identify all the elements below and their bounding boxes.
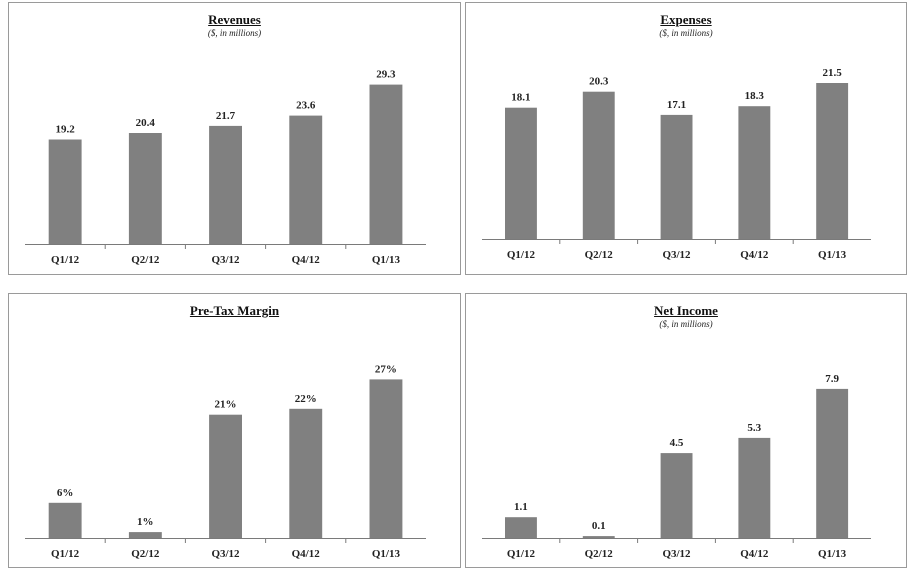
data-label: 19.2 [55, 124, 75, 136]
x-tick-label: Q1/13 [818, 249, 847, 261]
bar-q1-13 [816, 83, 849, 239]
chart-title: Net Income [654, 303, 718, 318]
x-tick-label: Q1/13 [372, 254, 401, 266]
x-tick-label: Q4/12 [292, 548, 321, 560]
data-label: 18.3 [745, 90, 765, 102]
bar-q1-12 [505, 517, 537, 538]
bar-q3-12 [660, 453, 693, 538]
data-label: 20.4 [136, 117, 156, 129]
x-tick-label: Q2/12 [131, 254, 160, 266]
x-tick-label: Q1/13 [372, 548, 401, 560]
data-label: 20.3 [589, 76, 609, 88]
x-tick-label: Q1/12 [507, 249, 536, 261]
chart-subtitle: ($, in millions) [659, 319, 713, 329]
x-tick-label: Q1/13 [818, 548, 847, 560]
pretax-margin-chart-panel: Pre-Tax Margin 6% Q1/12 1% Q2/12 21% Q3/12 22%… [8, 293, 461, 568]
chart-title: Revenues [208, 12, 261, 27]
x-tick-label: Q2/12 [585, 249, 614, 261]
data-label: 1% [137, 516, 154, 528]
revenues-plot: 19.2 Q1/12 20.4 Q2/12 21.7 Q3/12 23.6 Q4/12 29.3… [25, 69, 426, 266]
expenses-chart-panel: Expenses ($, in millions) 18.1 Q1/12 20.3 Q… [465, 2, 907, 275]
data-label: 27% [375, 363, 397, 375]
net-income-chart-panel: Net Income ($, in millions) 1.1 Q1/12 0.1 Q… [465, 293, 907, 568]
data-label: 6% [57, 487, 74, 499]
bar-q2-12 [582, 536, 615, 538]
data-label: 21.5 [822, 67, 842, 79]
data-label: 17.1 [667, 99, 686, 111]
chart-subtitle: ($, in millions) [207, 28, 262, 38]
x-tick-label: Q2/12 [131, 548, 160, 560]
bar-q3-12 [660, 114, 693, 239]
x-tick-label: Q3/12 [211, 548, 240, 560]
bar-q2-12 [128, 133, 162, 244]
chart-subtitle: ($, in millions) [659, 28, 713, 38]
x-tick-label: Q3/12 [211, 254, 240, 266]
data-label: 1.1 [514, 501, 528, 513]
data-label: 22% [295, 393, 317, 405]
bar-q1-12 [505, 107, 537, 239]
bar-q4-12 [738, 106, 771, 239]
bar-q3-12 [209, 414, 242, 538]
x-tick-label: Q1/12 [507, 548, 536, 560]
data-label: 21% [215, 399, 237, 411]
x-tick-label: Q4/12 [292, 254, 321, 266]
bar-q4-12 [738, 437, 771, 538]
data-label: 18.1 [511, 92, 530, 104]
revenues-chart-panel: Revenues ($, in millions) 19.2 Q1/12 20.4 Q… [8, 2, 461, 275]
x-tick-label: Q2/12 [585, 548, 614, 560]
data-label: 23.6 [296, 100, 316, 112]
bar-q2-12 [128, 532, 162, 538]
bar-q2-12 [582, 91, 615, 239]
x-tick-label: Q3/12 [662, 548, 691, 560]
chart-title: Pre-Tax Margin [189, 303, 280, 318]
x-tick-label: Q1/12 [51, 254, 80, 266]
data-label: 29.3 [376, 69, 396, 81]
bar-q1-13 [369, 84, 403, 244]
bar-q3-12 [209, 125, 242, 244]
bar-q1-12 [48, 139, 82, 244]
net-income-plot: 1.1 Q1/12 0.1 Q2/12 4.5 Q3/12 5.3 Q4/12 7.9 Q1/13 [482, 373, 871, 560]
bar-q4-12 [289, 408, 323, 538]
bar-q1-13 [816, 388, 849, 538]
x-tick-label: Q4/12 [740, 548, 769, 560]
data-label: 5.3 [747, 422, 761, 434]
data-label: 4.5 [670, 437, 684, 449]
x-tick-label: Q3/12 [662, 249, 691, 261]
chart-title: Expenses [660, 12, 712, 27]
bar-q4-12 [289, 115, 323, 244]
expenses-plot: 18.1 Q1/12 20.3 Q2/12 17.1 Q3/12 18.3 Q4/12 21.5… [482, 67, 871, 261]
pretax-margin-plot: 6% Q1/12 1% Q2/12 21% Q3/12 22% Q4/12 27% Q1/13 [25, 363, 426, 560]
x-tick-label: Q1/12 [51, 548, 80, 560]
data-label: 21.7 [216, 110, 236, 122]
data-label: 7.9 [825, 373, 839, 385]
x-tick-label: Q4/12 [740, 249, 769, 261]
bar-q1-12 [48, 502, 82, 538]
data-label: 0.1 [592, 520, 606, 532]
bar-q1-13 [369, 379, 403, 538]
